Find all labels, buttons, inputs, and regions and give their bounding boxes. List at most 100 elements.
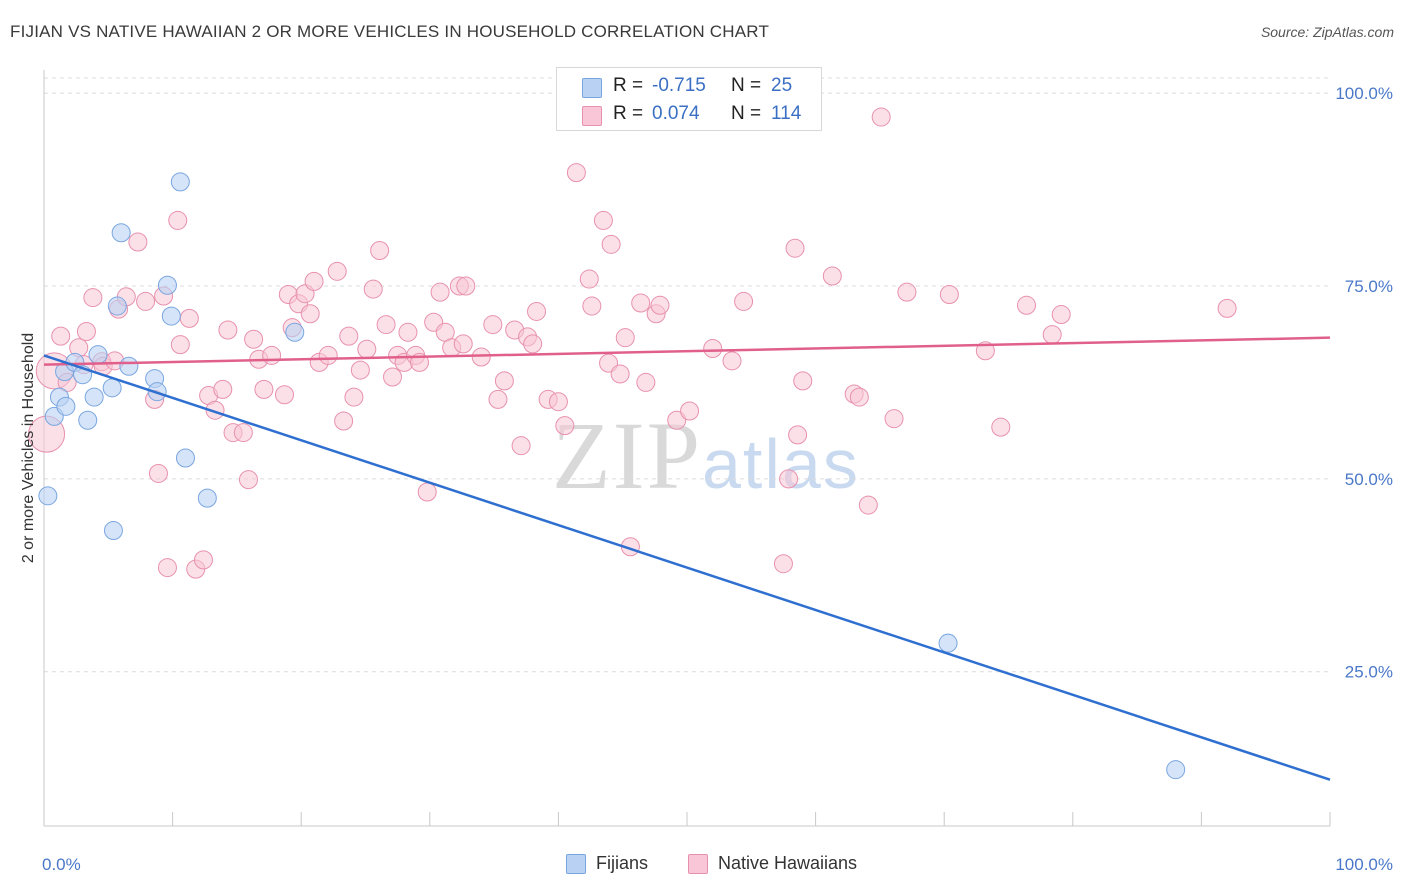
native-hawaiians-point [262,345,282,365]
native-hawaiians-point [793,371,813,391]
native-hawaiians-point [488,389,508,409]
native-hawaiians-point [1042,325,1062,345]
x-tick-label-right: 100.0% [1335,855,1393,874]
fijians-point [111,223,131,243]
legend-swatch-hawaiians [582,106,602,126]
y-axis-title: 2 or more Vehicles in Household [20,333,37,563]
source-label: Source: ZipAtlas.com [1260,24,1394,40]
native-hawaiians-trend-line [43,336,1331,366]
native-hawaiians-point [168,210,188,230]
legend-r-label: R = [613,103,644,124]
native-hawaiians-point [822,266,842,286]
bottom-legend-swatch-fijians [566,854,586,874]
native-hawaiians-point [300,304,320,324]
fijians-points [38,172,1186,780]
native-hawaiians-point [734,291,754,311]
native-hawaiians-point [327,261,347,281]
watermark-atlas: atlas [702,425,860,503]
native-hawaiians-point [218,320,238,340]
native-hawaiians-point [884,409,904,429]
legend-swatch-fijians [582,78,602,98]
x-tick-label-left: 0.0% [42,855,81,874]
fijians-point [157,275,177,295]
native-hawaiians-point [376,315,396,335]
native-hawaiians-point [344,387,364,407]
fijians-point [38,486,58,506]
fijians-point [88,345,108,365]
native-hawaiians-point [244,329,264,349]
native-hawaiians-point [350,360,370,380]
native-hawaiians-point [238,470,258,490]
native-hawaiians-point [83,288,103,308]
native-hawaiians-point [334,411,354,431]
fijians-trend-line [43,354,1331,781]
fijians-point [170,172,190,192]
native-hawaiians-point [398,322,418,342]
native-hawaiians-point [494,371,514,391]
native-hawaiians-point [722,351,742,371]
axis-labels: 100.0% 75.0% 50.0% 25.0% 0.0% 100.0% 2 or more… [20,84,1393,874]
y-tick-label: 25.0% [1345,663,1393,682]
native-hawaiians-point [383,367,403,387]
native-hawaiians-point [527,301,547,321]
legend-r-label: R = [613,75,644,96]
grid [44,77,1330,673]
native-hawaiians-point [555,416,575,436]
trend-lines [43,336,1331,781]
native-hawaiians-point [76,322,96,342]
fijians-point [102,378,122,398]
native-hawaiians-point [357,339,377,359]
legend-r-value: -0.715 [652,75,706,96]
native-hawaiians-point [650,295,670,315]
native-hawaiians-point [453,334,473,354]
fijians-point [103,521,123,541]
native-hawaiians-point [318,345,338,365]
native-hawaiians-point [991,417,1011,437]
fijians-point [175,448,195,468]
native-hawaiians-point [897,282,917,302]
native-hawaiians-point [179,308,199,328]
fijians-point [197,488,217,508]
native-hawaiians-point [233,423,253,443]
native-hawaiians-point [136,291,156,311]
native-hawaiians-point [213,379,233,399]
y-tick-label: 100.0% [1335,84,1393,103]
native-hawaiians-point [773,554,793,574]
native-hawaiians-point [593,210,613,230]
y-tick-label: 75.0% [1345,277,1393,296]
correlation-legend: R = -0.715 N = 25 R = 0.074 N = 114 [556,67,822,131]
native-hawaiians-point [170,335,190,355]
fijians-point [285,322,305,342]
native-hawaiians-point [703,338,723,358]
native-hawaiians-point [483,315,503,335]
native-hawaiians-point [871,107,891,127]
native-hawaiians-point [157,558,177,578]
native-hawaiians-point [788,425,808,445]
native-hawaiians-point [1017,295,1037,315]
fijians-point [119,356,139,376]
native-hawaiians-point [849,387,869,407]
native-hawaiians-point [430,282,450,302]
native-hawaiians-point [128,232,148,252]
native-hawaiians-point [680,401,700,421]
axes [43,70,1331,827]
native-hawaiians-point [304,271,324,291]
legend-n-value: 25 [771,75,793,96]
native-hawaiians-point [667,410,687,430]
native-hawaiians-point [456,276,476,296]
legend-n-label: N = [731,75,762,96]
native-hawaiians-point [193,550,213,570]
native-hawaiians-point [370,241,390,261]
native-hawaiians-point [939,284,959,304]
native-hawaiians-point [1051,305,1071,325]
native-hawaiians-point [615,328,635,348]
native-hawaiians-point [579,269,599,289]
native-hawaiians-point [636,372,656,392]
native-hawaiians-point [582,296,602,316]
native-hawaiians-point [566,163,586,183]
native-hawaiians-point [785,238,805,258]
legend-row-hawaiians: R = 0.074 N = 114 [557,101,821,129]
native-hawaiians-point [471,347,491,367]
native-hawaiians-point [1217,298,1237,318]
